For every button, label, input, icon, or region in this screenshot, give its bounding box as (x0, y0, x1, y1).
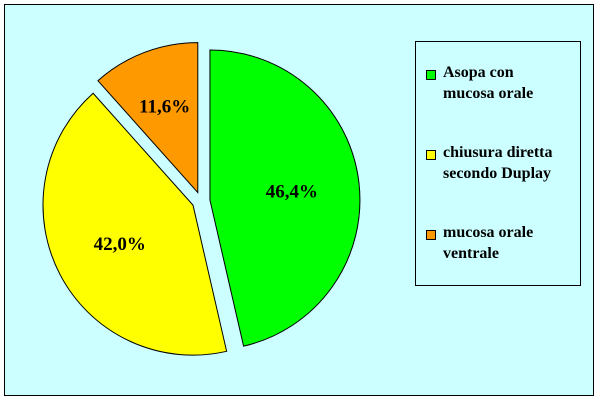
chart-area: 46,4% 42,0% 11,6% Asopa con mucosa orale c… (4, 4, 594, 396)
legend-label-ventrale-line2: ventrale (443, 245, 499, 262)
pie-chart: 46,4% 42,0% 11,6% (42, 42, 361, 356)
pie-slice-ventrale (97, 42, 199, 194)
legend-label-asopa-line1: Asopa con (443, 64, 514, 81)
pie-slice-duplay (42, 92, 228, 356)
legend-swatch-ventrale (426, 230, 436, 240)
slice-value-label-duplay: 42,0% (94, 234, 146, 255)
legend-label-asopa-line2: mucosa orale (443, 85, 534, 102)
slice-value-label-ventrale: 11,6% (139, 97, 190, 118)
legend-label-ventrale-line1: mucosa orale (443, 224, 534, 241)
legend-swatch-duplay (426, 150, 436, 160)
pie-slice-asopa (209, 49, 361, 347)
legend-label-duplay-line1: chiusura diretta (443, 144, 553, 161)
legend-label-duplay-line2: secondo Duplay (443, 165, 552, 182)
slice-value-label-asopa: 46,4% (266, 182, 318, 203)
legend: Asopa con mucosa orale chiusura diretta … (415, 41, 581, 286)
legend-swatch-asopa (426, 70, 436, 80)
